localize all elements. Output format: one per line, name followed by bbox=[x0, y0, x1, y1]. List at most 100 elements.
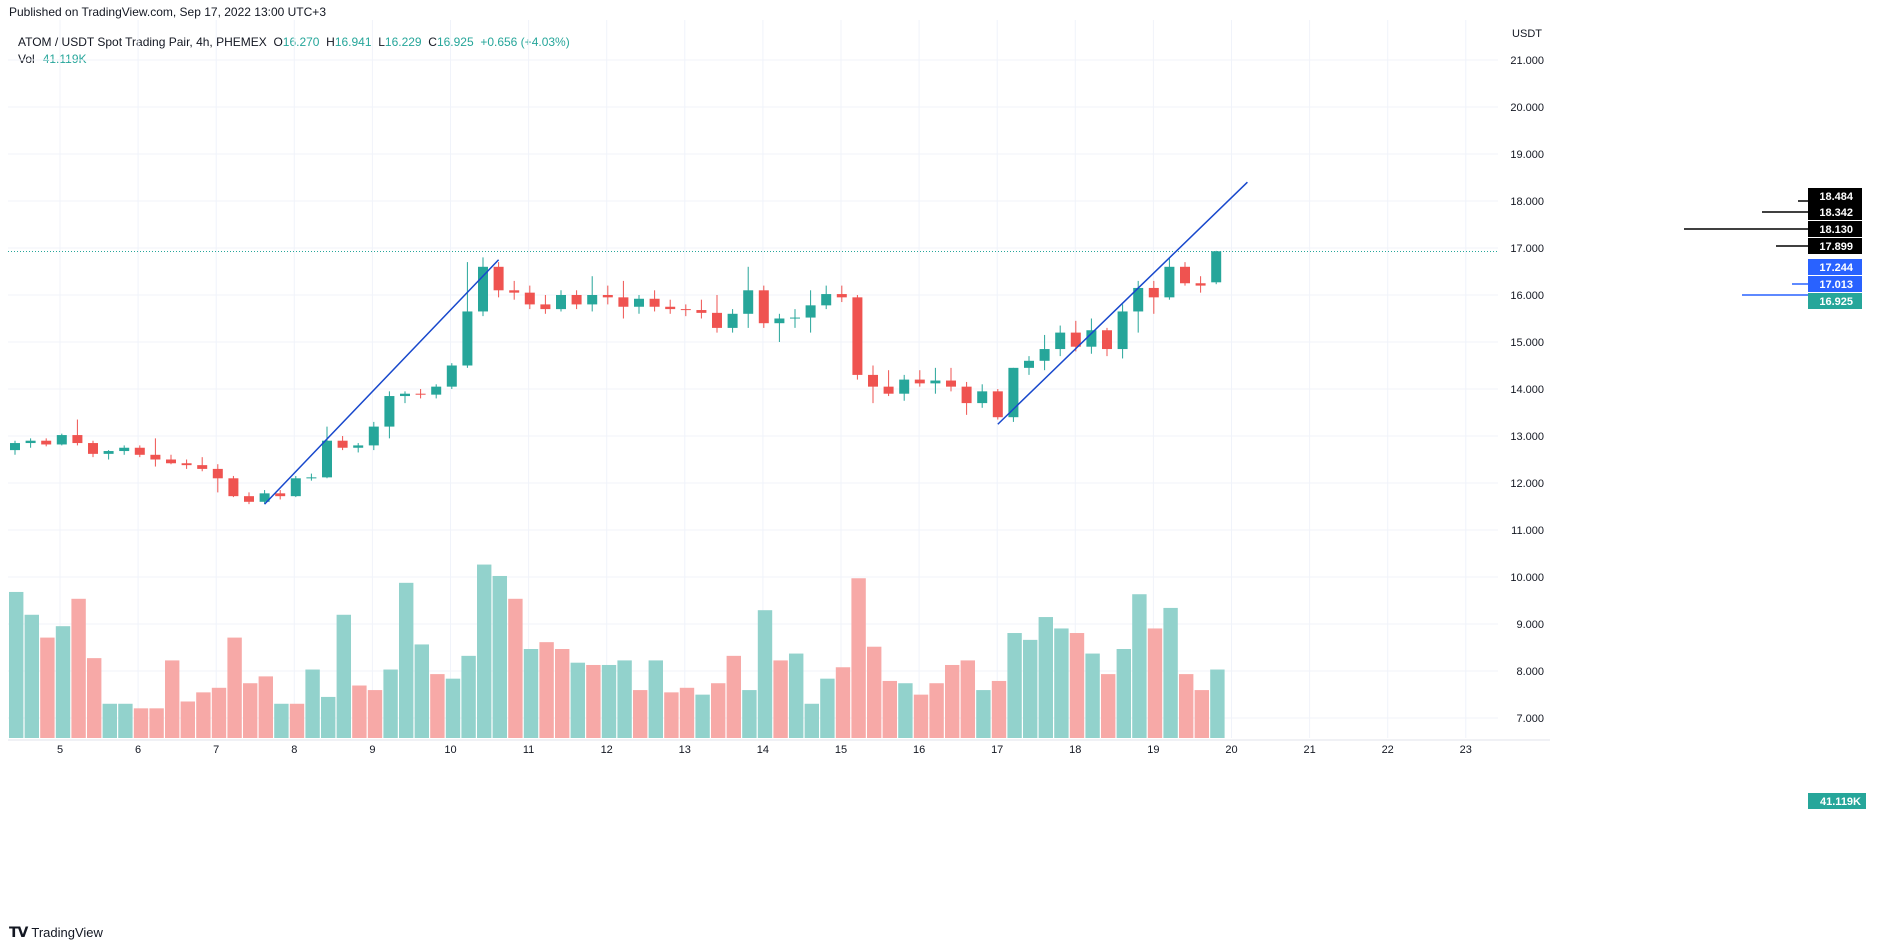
candle-body bbox=[868, 374, 878, 387]
candle-body bbox=[852, 297, 863, 375]
candle-body bbox=[680, 309, 691, 311]
trendline bbox=[997, 181, 1248, 425]
candle-body bbox=[1148, 287, 1159, 298]
volume-bar bbox=[414, 644, 429, 738]
price-tick-label: 7.000 bbox=[1516, 713, 1544, 725]
candle-body bbox=[1195, 283, 1206, 286]
candle-body bbox=[259, 493, 270, 502]
time-tick-label: 21 bbox=[1303, 744, 1315, 756]
candle-body bbox=[977, 391, 988, 404]
volume-bar bbox=[321, 696, 336, 738]
volume-bar bbox=[492, 575, 507, 738]
volume-bar bbox=[867, 646, 882, 738]
price-tick-label: 20.000 bbox=[1510, 102, 1544, 114]
tradingview-logo[interactable]: 𝗧𝗩 TradingView bbox=[9, 924, 103, 941]
candle-body bbox=[618, 297, 629, 307]
candle-body bbox=[1039, 349, 1050, 361]
price-tag-label: 17.899 bbox=[1819, 241, 1853, 253]
time-tick-label: 17 bbox=[991, 744, 1003, 756]
candle-body bbox=[1180, 266, 1190, 284]
volume-bar bbox=[711, 683, 726, 738]
volume-bar bbox=[695, 694, 710, 738]
candle-body bbox=[306, 477, 317, 479]
volume-bar bbox=[180, 701, 195, 738]
time-tick-label: 23 bbox=[1460, 744, 1472, 756]
price-tag-label: 18.130 bbox=[1819, 224, 1853, 236]
tv-logo-icon: 𝗧𝗩 bbox=[9, 924, 28, 940]
volume-bar bbox=[633, 690, 648, 738]
candle-body bbox=[836, 294, 847, 298]
candle-body bbox=[353, 445, 364, 448]
price-tick-label: 17.000 bbox=[1510, 243, 1544, 255]
volume-value: 41.119K bbox=[42, 52, 87, 66]
volume-bar bbox=[913, 694, 929, 738]
volume-bar bbox=[1210, 669, 1225, 738]
candle-body bbox=[634, 298, 644, 307]
candle-body bbox=[602, 295, 613, 298]
volume-bar bbox=[243, 683, 258, 738]
candle-body bbox=[56, 435, 67, 445]
price-axis: 21.000 20.000 19.000 18.000 17.000 16.000 15.0… bbox=[8, 28, 1550, 741]
price-tick-label: 9.000 bbox=[1516, 619, 1544, 631]
candle-body bbox=[134, 447, 145, 455]
volume-tag-label: 41.119K bbox=[1820, 796, 1861, 808]
candle-body bbox=[1008, 367, 1019, 418]
price-tag bbox=[1808, 259, 1862, 275]
price-tick-label: 13.000 bbox=[1510, 431, 1544, 443]
candle-body bbox=[556, 295, 566, 310]
price-tag bbox=[1808, 221, 1862, 237]
change-value: +0.656 (+4.03%) bbox=[480, 35, 570, 49]
volume-bar bbox=[1023, 639, 1038, 738]
price-tick-label: 11.000 bbox=[1511, 525, 1544, 537]
volume-bar bbox=[523, 649, 539, 738]
candle-body bbox=[72, 435, 83, 444]
candle-body bbox=[665, 306, 676, 310]
candle-body bbox=[899, 379, 910, 394]
volume-bar bbox=[757, 610, 773, 738]
time-tick-label: 22 bbox=[1382, 744, 1394, 756]
time-tick-label: 16 bbox=[913, 744, 925, 756]
candle-body bbox=[431, 386, 442, 395]
candle-body bbox=[883, 386, 894, 394]
candle-body bbox=[743, 290, 754, 314]
price-tag bbox=[1808, 238, 1862, 254]
volume-key[interactable]: Vol bbox=[18, 52, 35, 66]
price-tick-label: 21.000 bbox=[1510, 55, 1544, 67]
candle-body bbox=[571, 295, 582, 305]
high-value: 16.941 bbox=[334, 35, 372, 49]
candle-body bbox=[119, 447, 130, 452]
candle-body bbox=[41, 440, 52, 445]
symbol-label[interactable]: ATOM / USDT Spot Trading Pair, 4h, PHEME… bbox=[18, 35, 267, 49]
volume-bar bbox=[336, 614, 351, 738]
volume-bar bbox=[726, 655, 741, 738]
volume-bar bbox=[991, 680, 1007, 738]
candle-body bbox=[10, 443, 20, 451]
price-tick-label: 18.000 bbox=[1510, 196, 1544, 208]
time-tick-label: 18 bbox=[1069, 744, 1081, 756]
volume-bar bbox=[477, 564, 492, 738]
candle-body bbox=[462, 311, 473, 366]
candle-body bbox=[166, 459, 176, 464]
candle-body bbox=[540, 304, 551, 310]
chart-grid bbox=[8, 20, 1498, 738]
candle-body bbox=[25, 440, 36, 444]
volume-bar bbox=[617, 660, 632, 738]
volume-bar bbox=[87, 658, 102, 738]
candle-body bbox=[275, 493, 286, 497]
time-tick-label: 19 bbox=[1147, 744, 1159, 756]
open-value: 16.270 bbox=[282, 35, 320, 49]
candle-body bbox=[1164, 266, 1175, 298]
price-tick-label: 12.000 bbox=[1510, 478, 1544, 490]
volume-bar bbox=[445, 678, 461, 738]
volume-bar bbox=[274, 703, 289, 738]
volume-bar bbox=[289, 703, 305, 738]
volume-bar bbox=[149, 708, 164, 738]
volume-tag bbox=[1808, 793, 1866, 809]
volume-bar bbox=[118, 703, 133, 738]
volume-bar bbox=[945, 664, 960, 738]
low-value: 16.229 bbox=[384, 35, 422, 49]
candle-body bbox=[790, 317, 800, 319]
high-key: H bbox=[326, 35, 335, 49]
volume-bar bbox=[352, 685, 367, 738]
